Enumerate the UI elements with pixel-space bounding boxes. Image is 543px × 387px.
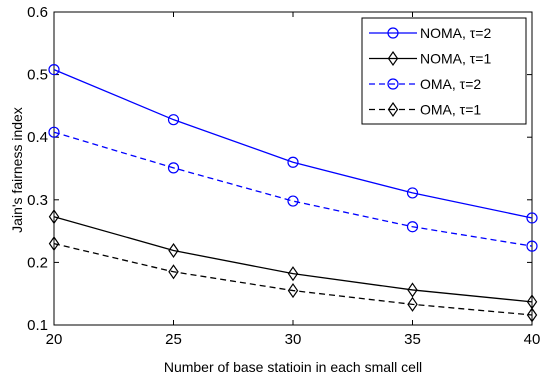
series-2 [48,126,538,252]
data-point [407,282,418,298]
x-axis-ticks: 20 25 30 35 40 [46,12,541,348]
legend-marker [387,78,399,90]
y-tick-label: 0.6 [27,4,48,21]
legend-label: OMA, τ=2 [420,76,481,92]
data-point [526,212,538,224]
data-point [167,114,180,126]
y-tick-label: 0.2 [27,254,48,271]
x-tick-label: 20 [46,331,63,348]
data-point [168,264,179,280]
data-point [526,307,538,323]
data-point [48,126,60,138]
legend: NOMA, τ=2 NOMA, τ=1 OMA, τ=2 OMA, τ=1 [361,17,527,125]
data-point [407,296,418,312]
legend-entry: NOMA, τ=2 [369,25,491,41]
data-point [287,195,299,207]
series-line [53,216,533,303]
x-axis-label: Number of base statioin in each small ce… [164,359,422,375]
x-tick-label: 30 [285,331,302,348]
x-tick-label: 25 [165,331,182,348]
legend-entry: NOMA, τ=1 [369,51,491,67]
data-point [287,283,299,299]
y-axis-ticks: 0.1 0.2 0.3 0.4 0.5 0.6 [27,4,532,334]
legend-label: NOMA, τ=1 [420,51,491,67]
data-point [168,242,179,259]
legend-marker [387,27,399,39]
data-point [48,209,60,225]
data-point [287,266,299,282]
legend-label: NOMA, τ=2 [420,25,491,41]
series-1 [48,209,538,310]
series-0 [48,63,538,224]
data-point [48,236,60,252]
data-point [287,156,299,168]
legend-marker [387,101,399,118]
y-axis-label: Jain's fairness index [9,107,25,233]
series-line [53,242,533,316]
series-line [53,131,533,247]
legend-label: OMA, τ=1 [420,102,481,118]
y-tick-label: 0.5 [27,67,48,84]
x-tick-label: 35 [404,331,421,348]
y-tick-label: 0.4 [27,129,48,146]
series-3 [48,236,538,323]
data-point [406,221,419,233]
y-tick-label: 0.3 [27,192,48,209]
y-tick-label: 0.1 [27,317,48,334]
series-layer [48,63,538,323]
data-point [526,240,538,252]
data-point [48,63,60,76]
legend-entry: OMA, τ=1 [369,102,481,118]
data-point [167,162,180,174]
series-line [53,68,533,219]
x-tick-label: 40 [524,331,541,348]
data-point [406,187,419,199]
legend-marker [387,50,399,67]
legend-entry: OMA, τ=2 [369,76,481,92]
